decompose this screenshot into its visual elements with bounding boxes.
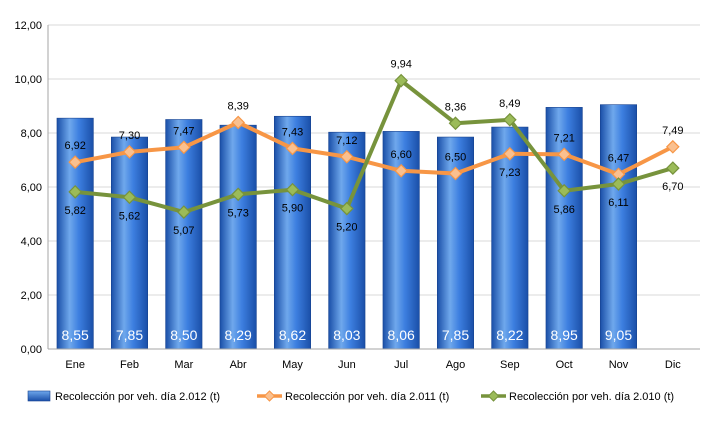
line-data-label: 9,94 — [390, 59, 411, 71]
series-marker — [339, 201, 354, 216]
series-marker — [231, 187, 246, 202]
line-data-label: 7,30 — [119, 130, 140, 142]
y-tick-label: 4,00 — [21, 236, 42, 248]
line-data-label: 7,47 — [173, 125, 194, 137]
y-tick-label: 10,00 — [14, 74, 42, 86]
line-data-label: 7,12 — [336, 135, 357, 147]
line-data-label: 7,43 — [282, 126, 303, 138]
series-marker — [285, 182, 300, 197]
line-data-label: 5,86 — [553, 204, 574, 216]
legend-label: Recolección por veh. día 2.012 (t) — [55, 391, 220, 403]
bar — [56, 117, 94, 350]
series-marker — [665, 161, 680, 175]
bar-data-label: 9,05 — [605, 327, 632, 343]
x-tick-label: Feb — [120, 359, 139, 371]
bar-data-label: 8,06 — [388, 327, 415, 343]
series-marker — [122, 190, 137, 205]
x-tick-label: Mar — [174, 359, 193, 371]
series-marker — [394, 163, 409, 178]
x-tick-label: Ene — [65, 359, 85, 371]
y-tick-label: 8,00 — [21, 128, 42, 140]
series-marker — [122, 145, 137, 159]
x-tick-label: Ago — [446, 359, 466, 371]
legend-swatch-marker — [487, 390, 500, 402]
x-tick-label: Jun — [338, 359, 356, 371]
series-marker — [611, 177, 626, 191]
line-data-label: 8,36 — [445, 101, 466, 113]
line-data-label: 6,11 — [608, 197, 629, 209]
series-marker — [176, 205, 191, 219]
line-data-label: 5,62 — [119, 210, 140, 222]
bar — [599, 104, 638, 350]
line-data-label: 7,23 — [499, 167, 520, 179]
series-marker — [68, 155, 83, 170]
bar-data-label: 7,85 — [442, 327, 469, 343]
series-line — [74, 78, 674, 215]
bar — [328, 131, 366, 350]
line-data-label: 5,07 — [173, 225, 194, 237]
bar-data-label: 8,29 — [225, 327, 252, 343]
series-marker — [176, 140, 191, 155]
line-data-label: 7,21 — [553, 132, 574, 144]
legend-label: Recolección por veh. día 2.010 (t) — [509, 391, 674, 403]
bar-data-label: 8,50 — [170, 327, 197, 343]
legend-label: Recolección por veh. día 2.011 (t) — [285, 391, 449, 403]
line-data-label: 6,70 — [662, 181, 683, 193]
legend-swatch-marker — [263, 390, 276, 402]
line-data-label: 7,49 — [662, 125, 683, 137]
series-marker — [68, 185, 83, 199]
series-marker — [665, 139, 680, 154]
x-tick-label: Dic — [665, 359, 681, 371]
series-line — [74, 120, 674, 177]
x-tick-label: Abr — [230, 359, 247, 371]
x-tick-label: Oct — [556, 359, 573, 371]
lines-layer — [68, 73, 680, 219]
x-tick-label: Jul — [394, 359, 408, 371]
bar — [110, 136, 149, 350]
bar-data-label: 8,55 — [62, 327, 89, 343]
line-data-label: 8,49 — [499, 98, 520, 110]
bar — [165, 119, 203, 350]
legend: Recolección por veh. día 2.012 (t) Recole… — [27, 390, 674, 403]
series-marker — [448, 166, 463, 181]
bar-data-label: 8,22 — [496, 327, 523, 343]
series-marker — [394, 73, 409, 88]
y-tick-label: 6,00 — [21, 182, 42, 194]
series-marker — [339, 149, 354, 164]
labels-layer: 8,55 7,85 8,50 8,29 8,62 8,03 8,06 7,85 8,22 8,95… — [62, 59, 684, 343]
line-data-label: 5,90 — [282, 203, 303, 215]
grid-layer — [48, 24, 700, 296]
x-tick-label: Nov — [609, 359, 629, 371]
bar-data-label: 8,03 — [333, 327, 360, 343]
line-data-label: 6,47 — [608, 152, 629, 164]
x-tick-label: Sep — [500, 359, 520, 371]
line-data-label: 6,92 — [64, 140, 85, 152]
series-marker — [231, 115, 246, 130]
bar-data-label: 7,85 — [116, 327, 143, 343]
y-tick-label: 12,00 — [14, 20, 42, 32]
axis-layer: 0,00 2,00 4,00 6,00 8,00 10,00 12,00 Ene Feb Mar A… — [14, 20, 700, 371]
y-tick-label: 0,00 — [21, 344, 42, 356]
bar — [219, 124, 257, 350]
y-tick-label: 2,00 — [21, 290, 42, 302]
series-marker — [557, 147, 572, 162]
series-marker — [557, 183, 572, 198]
line-data-label: 8,39 — [227, 100, 248, 112]
line-data-label: 6,50 — [445, 152, 466, 164]
series-marker — [448, 116, 463, 131]
bar-data-label: 8,95 — [551, 327, 578, 343]
series-marker — [285, 141, 300, 156]
legend-swatch-bar — [27, 390, 51, 402]
line-data-label: 5,20 — [336, 222, 357, 234]
line-data-label: 5,82 — [64, 205, 85, 217]
bar-data-label: 8,62 — [279, 327, 306, 343]
series-marker — [502, 112, 517, 127]
x-tick-label: May — [282, 359, 303, 371]
line-data-label: 6,60 — [390, 149, 411, 161]
series-marker — [502, 146, 517, 161]
line-data-label: 5,73 — [227, 207, 248, 219]
